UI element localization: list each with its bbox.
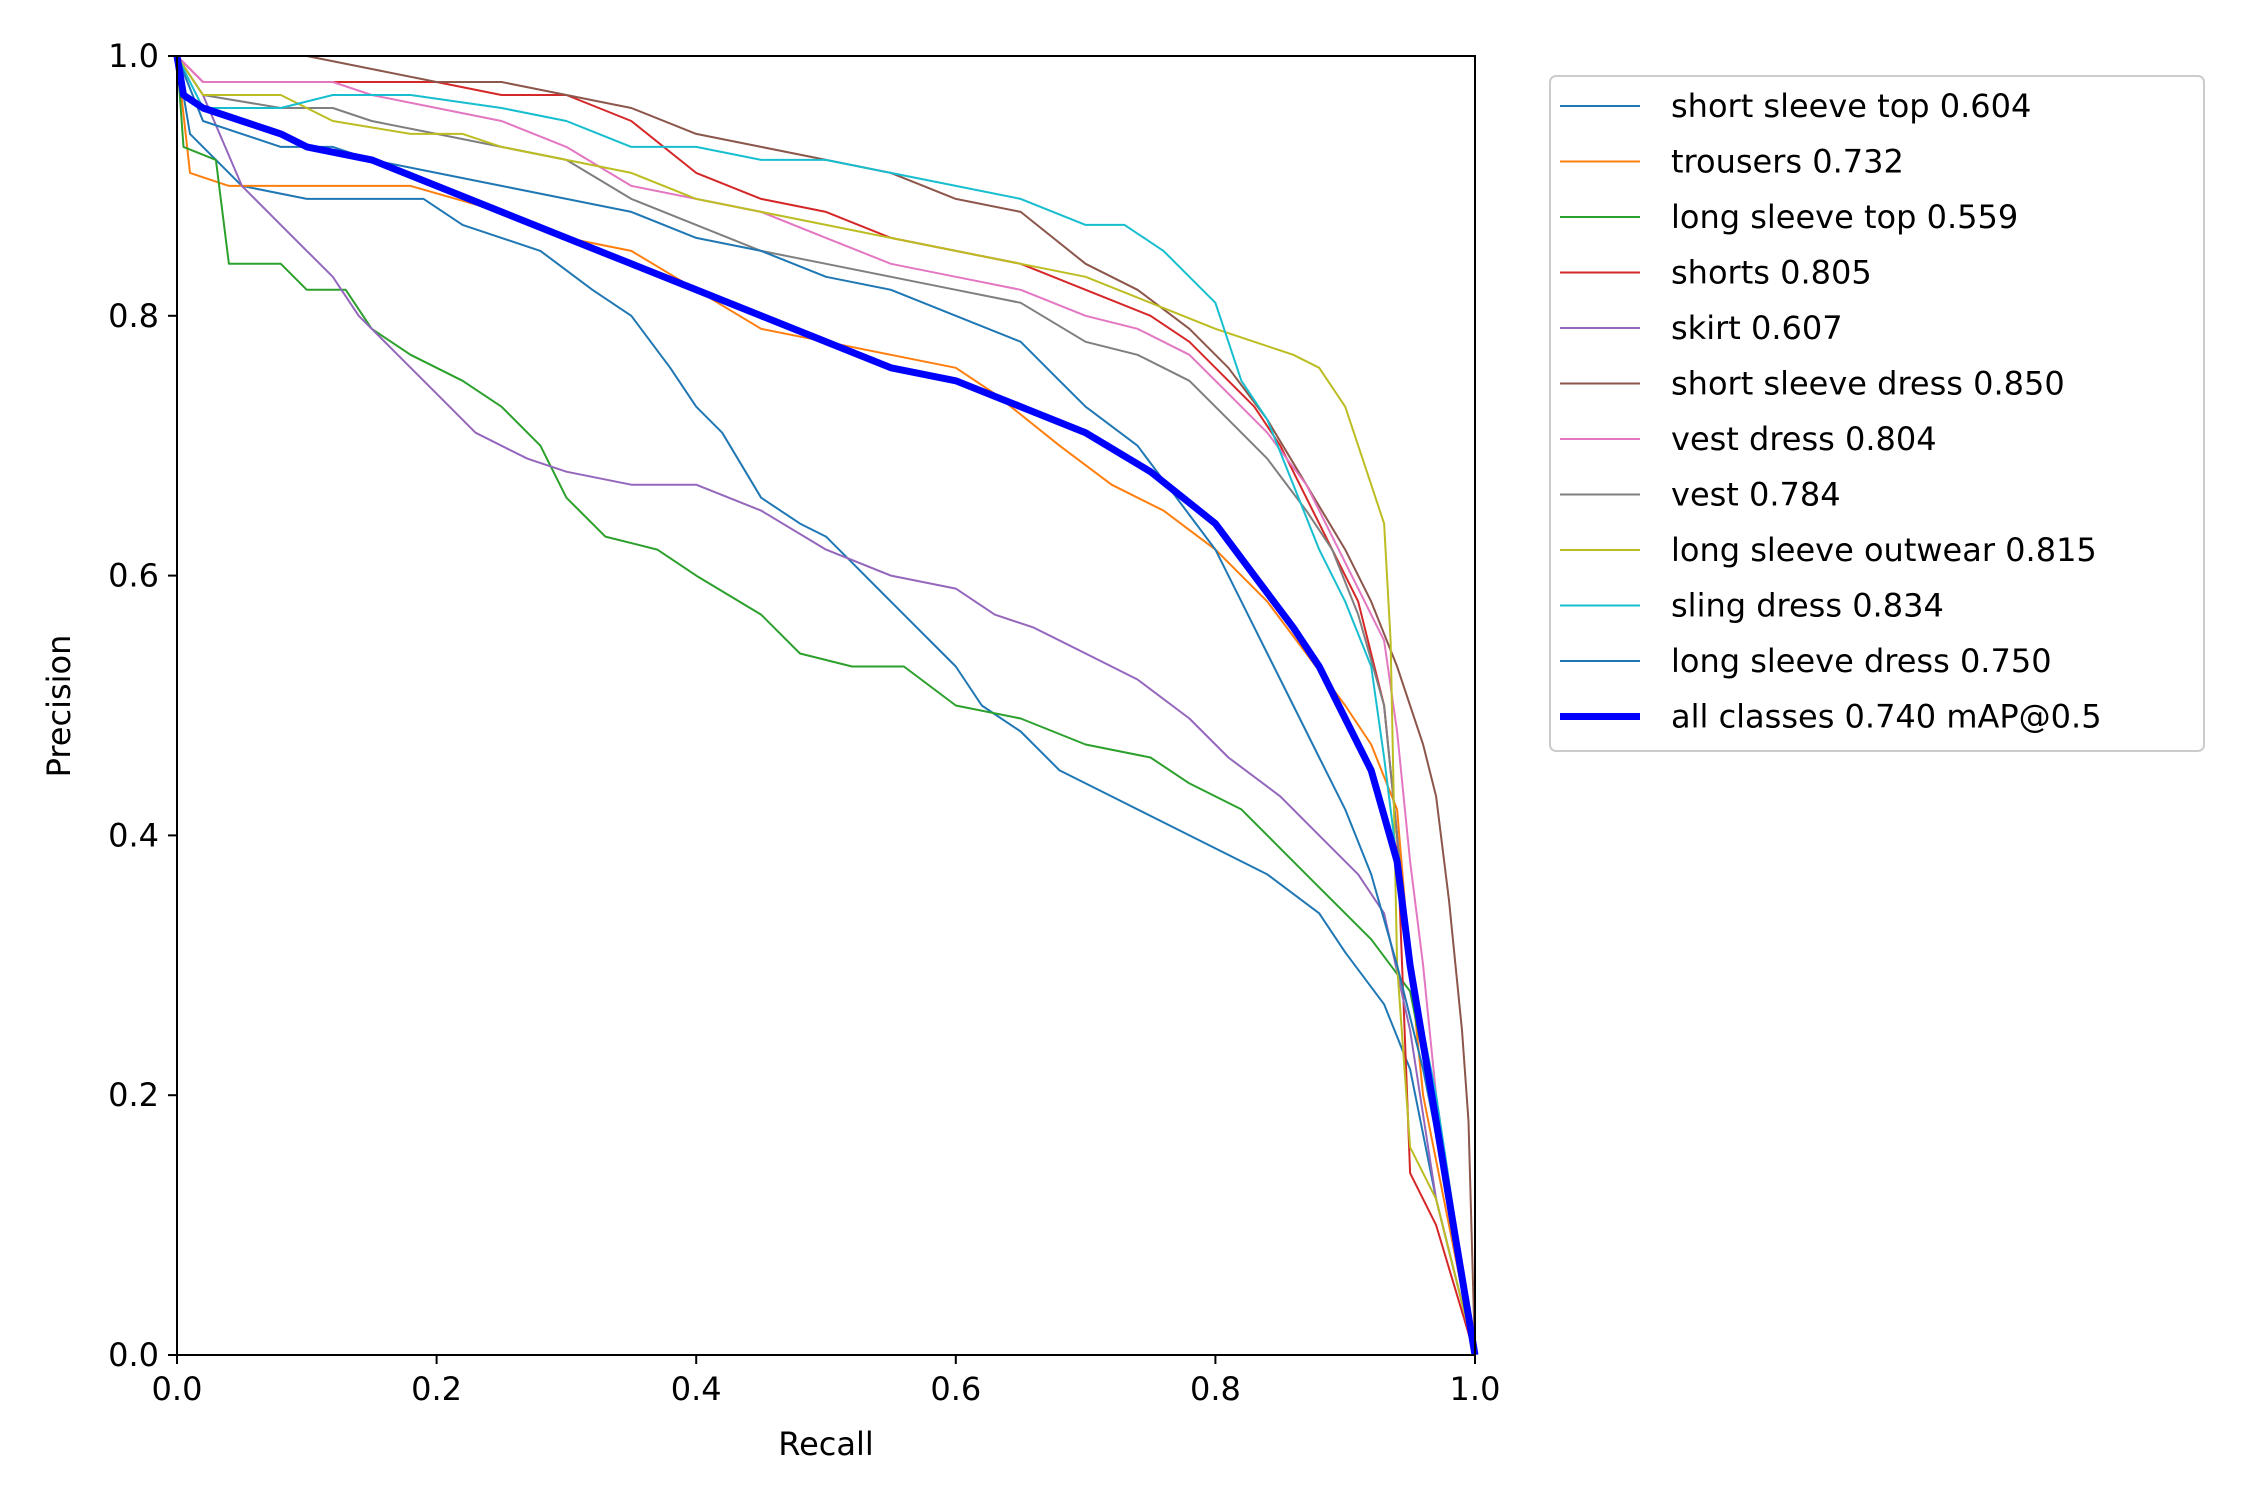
plot-frame xyxy=(176,55,1476,1356)
series-line-3 xyxy=(176,55,1476,1356)
legend-items: short sleeve top 0.604 trousers 0.732 long… xyxy=(1560,87,2102,736)
series-line-5 xyxy=(177,55,1476,1356)
legend-label-10: long sleeve dress 0.750 xyxy=(1671,642,2052,680)
x-tick-label: 0.8 xyxy=(1190,1370,1241,1408)
legend-label-5: short sleeve dress 0.850 xyxy=(1671,365,2065,403)
legend-label-3: shorts 0.805 xyxy=(1671,254,1872,292)
legend-frame xyxy=(1549,75,2205,752)
y-axis-label: Precision xyxy=(40,635,78,778)
series-line-8 xyxy=(176,55,1476,1356)
legend-label-11: all classes 0.740 mAP@0.5 xyxy=(1671,698,2102,736)
y-tick-label: 1.0 xyxy=(108,37,159,75)
x-tick-label: 0.4 xyxy=(671,1370,722,1408)
legend-label-9: sling dress 0.834 xyxy=(1671,587,1944,625)
x-tick-label: 0.0 xyxy=(152,1370,203,1408)
series-line-10 xyxy=(176,55,1476,1356)
x-tick-label: 0.2 xyxy=(411,1370,462,1408)
x-axis-label: Recall xyxy=(778,1425,873,1463)
y-axis: 0.0 0.2 0.4 0.6 0.8 1.0 xyxy=(108,37,177,1374)
series-line-4 xyxy=(176,55,1476,1356)
series-line-11 xyxy=(173,55,1479,1356)
legend-label-8: long sleeve outwear 0.815 xyxy=(1671,531,2097,569)
series-line-9 xyxy=(176,55,1476,1356)
series-line-7 xyxy=(176,55,1476,1356)
legend-label-6: vest dress 0.804 xyxy=(1671,420,1937,458)
series-line-2 xyxy=(176,55,1476,1356)
legend-label-0: short sleeve top 0.604 xyxy=(1671,87,2031,125)
series-line-6 xyxy=(176,55,1476,1356)
legend-label-1: trousers 0.732 xyxy=(1671,143,1904,181)
y-tick-label: 0.8 xyxy=(108,297,159,335)
legend-label-2: long sleeve top 0.559 xyxy=(1671,198,2018,236)
y-tick-label: 0.0 xyxy=(108,1336,159,1374)
y-tick-label: 0.4 xyxy=(108,816,159,854)
y-tick-label: 0.2 xyxy=(108,1076,159,1114)
series-layer xyxy=(173,55,1479,1356)
legend: short sleeve top 0.604 trousers 0.732 long… xyxy=(1549,75,2205,752)
legend-label-4: skirt 0.607 xyxy=(1671,309,1843,347)
legend-label-7: vest 0.784 xyxy=(1671,476,1841,514)
x-tick-label: 0.6 xyxy=(930,1370,981,1408)
y-tick-label: 0.6 xyxy=(108,557,159,595)
series-line-0 xyxy=(176,55,1476,1356)
x-axis: 0.0 0.2 0.4 0.6 0.8 1.0 xyxy=(152,1355,1501,1408)
x-tick-label: 1.0 xyxy=(1450,1370,1501,1408)
